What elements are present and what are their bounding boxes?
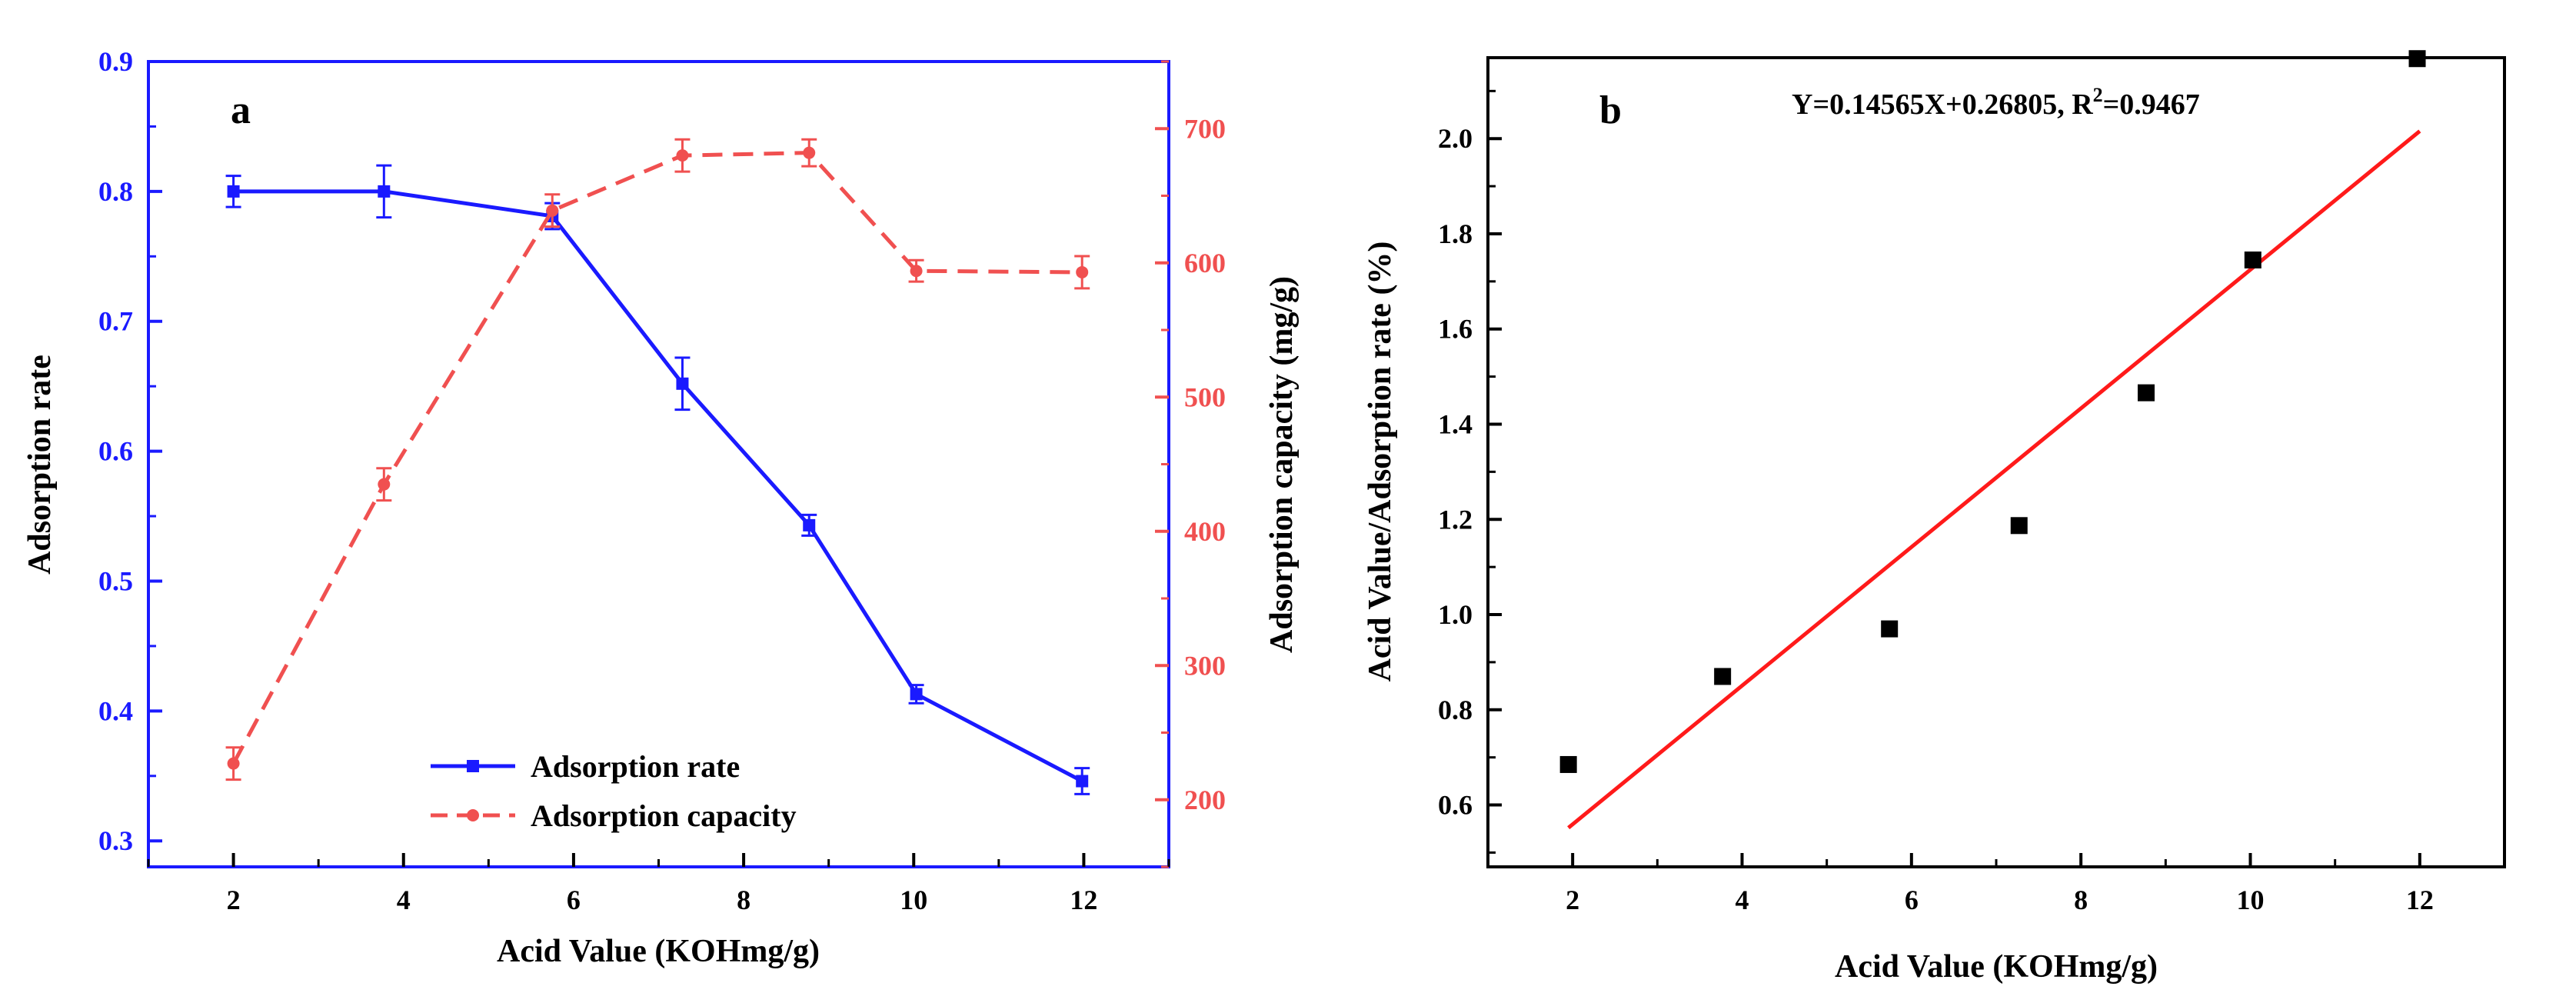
panel-b-frame [1486,56,2506,868]
panel-b-label: b [1599,88,1622,132]
scatter-point [2244,252,2261,268]
capacity-data-point [546,204,559,217]
b-x-tick-label: 12 [2406,885,2434,915]
fit-equation-r2-sup: 2 [2093,84,2103,106]
panel-b-xlabel: Acid Value (KOHmg/g) [1835,949,2158,985]
fit-equation-text: Y=0.14565X+0.26805, R [1792,88,2093,121]
b-y-tick-label: 1.4 [1438,408,1473,439]
fit-equation-r2-value: =0.9467 [2103,88,2200,121]
scatter-point [2137,384,2155,402]
panel-b: 0.6 0.8 1.0 1.2 1.4 1.6 1.8 2.0 2 4 6 8 10 12 b Y=0.… [1363,50,2506,985]
b-y-tick-label: 2.0 [1438,123,1473,154]
a-left-tick-label: 0.4 [98,695,133,726]
a-x-tick-label: 2 [227,885,241,915]
a-x-tick-label: 4 [397,885,411,915]
scatter-point [2408,50,2426,68]
b-y-tick-label: 1.0 [1438,599,1473,630]
a-x-tick-label: 12 [1070,885,1097,915]
a-right-tick-label: 700 [1184,113,1226,144]
b-y-tick-label: 0.6 [1438,790,1473,821]
legend-capacity-marker [467,809,479,821]
rate-data-point [378,185,391,198]
legend-rate-label: Adsorption rate [531,749,740,784]
legend-capacity-label: Adsorption capacity [531,798,797,833]
capacity-series-line [231,151,1083,765]
rate-data-point [227,185,240,198]
scatter-point [1881,620,1899,638]
panel-b-x-axis: 2 4 6 8 10 12 [1486,853,2506,915]
rate-data-point [910,688,923,701]
a-left-tick-label: 0.8 [98,176,133,207]
b-y-tick-label: 1.6 [1438,314,1473,345]
scatter-point [1714,668,1732,685]
a-left-tick-label: 0.9 [98,46,133,77]
a-right-tick-label: 600 [1184,248,1226,278]
rate-data-point [676,377,689,390]
fit-line [1567,129,2421,830]
a-right-tick-label: 500 [1184,382,1226,412]
panel-a: 0.3 0.4 0.5 0.6 0.7 0.8 0.9 200 300 400 500 600 700… [22,46,1300,969]
rate-data-point [803,518,816,531]
b-x-tick-label: 4 [1736,885,1749,915]
a-left-tick-label: 0.3 [98,825,133,856]
b-x-tick-label: 6 [1905,885,1919,915]
a-x-tick-label: 10 [900,885,927,915]
capacity-data-point [803,146,816,159]
a-left-tick-label: 0.5 [98,565,133,596]
rate-data-point [1076,775,1089,788]
a-right-tick-label: 400 [1184,516,1226,547]
b-y-tick-label: 1.8 [1438,218,1473,249]
legend-rate-marker [467,760,479,772]
scatter-point [2010,517,2028,535]
scatter-point [1559,755,1577,773]
panel-b-y-axis: 0.6 0.8 1.0 1.2 1.4 1.6 1.8 2.0 [1438,89,1502,854]
panel-a-xlabel: Acid Value (KOHmg/g) [497,934,820,969]
b-x-tick-label: 2 [1566,885,1579,915]
capacity-data-point [910,265,923,278]
a-right-tick-label: 300 [1184,650,1226,681]
panel-a-legend: Adsorption rate Adsorption capacity [431,749,797,833]
b-x-tick-label: 10 [2237,885,2265,915]
a-left-tick-label: 0.6 [98,436,133,467]
fit-equation: Y=0.14565X+0.26805, R2=0.9467 [1792,84,2200,121]
rate-series-line [233,189,1083,783]
panel-b-series [1559,50,2426,830]
capacity-data-point [378,478,391,491]
capacity-data-point [1076,265,1089,278]
panel-a-left-axis: 0.3 0.4 0.5 0.6 0.7 0.8 0.9 [98,46,162,856]
a-right-tick-label: 200 [1184,785,1226,815]
capacity-data-point [676,149,689,162]
panel-a-ylabel-right: Adsorption capacity (mg/g) [1264,276,1300,653]
a-x-tick-label: 6 [567,885,581,915]
b-x-tick-label: 8 [2074,885,2088,915]
b-y-tick-label: 0.8 [1438,695,1473,725]
panel-b-ylabel: Acid Value/Adsorption rate (%) [1363,242,1398,682]
a-left-tick-label: 0.7 [98,306,133,337]
panel-a-ylabel-left: Adsorption rate [22,355,58,575]
panel-a-right-axis: 200 300 400 500 600 700 [1155,60,1226,868]
a-x-tick-label: 8 [737,885,751,915]
capacity-data-point [227,757,240,770]
panel-a-label: a [231,88,251,132]
b-y-tick-label: 1.2 [1438,504,1473,535]
panel-a-series [225,138,1090,795]
panel-a-x-axis: 2 4 6 8 10 12 [147,853,1170,915]
